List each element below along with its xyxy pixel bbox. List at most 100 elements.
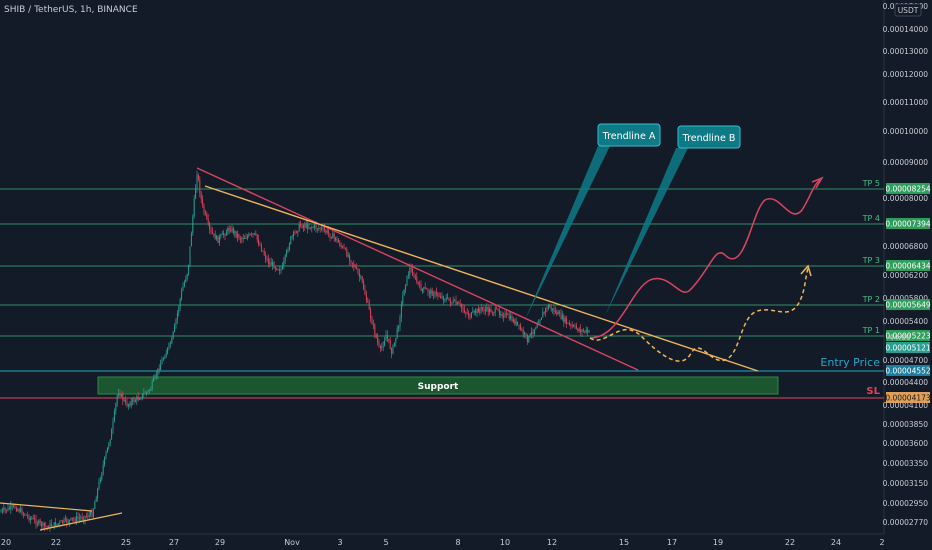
candle-body bbox=[465, 312, 467, 314]
candle-body bbox=[69, 519, 71, 523]
trendline-b-callout-pointer bbox=[605, 148, 688, 316]
candle-body bbox=[15, 508, 17, 511]
candle-body bbox=[547, 305, 549, 309]
candle-body bbox=[21, 508, 23, 515]
candle-body bbox=[489, 308, 491, 313]
candle-body bbox=[189, 246, 191, 265]
candle-body bbox=[479, 309, 481, 313]
candle-body bbox=[402, 295, 404, 304]
candle-body bbox=[379, 346, 381, 348]
candle-body bbox=[308, 227, 310, 229]
candle-body bbox=[31, 518, 33, 520]
candle-body bbox=[462, 307, 464, 310]
candle-body bbox=[578, 329, 580, 331]
candle-body bbox=[484, 309, 486, 312]
candle-body bbox=[209, 222, 211, 230]
current-price-tag bbox=[886, 342, 930, 353]
candle-body bbox=[440, 296, 442, 298]
candle-body bbox=[200, 192, 202, 200]
candle-body bbox=[162, 358, 164, 360]
candle-body bbox=[406, 275, 408, 286]
candle-body bbox=[154, 375, 156, 379]
candle-body bbox=[221, 233, 223, 235]
x-tick-label: 5 bbox=[383, 538, 388, 547]
level-price-tag-label: 0.00006434 bbox=[885, 262, 931, 271]
trendline-a-line bbox=[196, 167, 639, 371]
x-tick-label: 19 bbox=[713, 538, 723, 547]
currency-label-box bbox=[894, 3, 922, 17]
candle-body bbox=[391, 348, 393, 354]
support-zone-rect bbox=[97, 376, 779, 395]
candle-body bbox=[146, 392, 148, 394]
candle-body bbox=[176, 312, 178, 320]
candle-body bbox=[482, 307, 484, 310]
candle-body bbox=[238, 234, 240, 239]
candle-body bbox=[398, 326, 400, 329]
candle-body bbox=[130, 401, 132, 406]
candle-body bbox=[487, 307, 489, 313]
candle-body bbox=[45, 526, 47, 528]
candle-body bbox=[3, 508, 5, 510]
candle-body bbox=[522, 329, 524, 335]
candle-body bbox=[113, 411, 115, 422]
candle-body bbox=[38, 520, 40, 524]
candle-body bbox=[461, 304, 463, 308]
candle-body bbox=[218, 236, 220, 243]
x-tick-label: 10 bbox=[500, 538, 510, 547]
candle-body bbox=[454, 300, 456, 302]
candle-body bbox=[28, 515, 30, 520]
candle-body bbox=[155, 375, 157, 376]
candle-body bbox=[561, 315, 563, 320]
candle-body bbox=[253, 233, 255, 235]
candle-body bbox=[111, 429, 113, 440]
candle-body bbox=[559, 312, 561, 313]
support-zone: Support bbox=[97, 376, 779, 395]
candle-body bbox=[76, 516, 78, 522]
candle-body bbox=[371, 317, 373, 325]
candle-body bbox=[42, 522, 44, 527]
candle-body bbox=[554, 311, 556, 313]
candle-body bbox=[524, 332, 526, 335]
y-tick-label: 0.00012000 bbox=[883, 70, 929, 79]
candle-body bbox=[74, 519, 76, 522]
candle-body bbox=[258, 239, 260, 245]
candle-body bbox=[235, 231, 237, 237]
candle-body bbox=[469, 315, 471, 318]
candle-body bbox=[375, 334, 377, 338]
candle-body bbox=[584, 330, 586, 333]
candle-body bbox=[108, 444, 110, 448]
candle-body bbox=[473, 310, 475, 312]
candle-body bbox=[167, 347, 169, 354]
candle-body bbox=[442, 296, 444, 301]
candle-body bbox=[277, 269, 279, 271]
candle-body bbox=[168, 343, 170, 348]
x-tick-label: Nov bbox=[284, 538, 300, 547]
candle-body bbox=[573, 325, 575, 327]
candle-body bbox=[587, 329, 589, 333]
candle-body bbox=[309, 227, 311, 229]
candle-body bbox=[227, 227, 229, 233]
candle-body bbox=[577, 328, 579, 331]
candle-body bbox=[452, 300, 454, 303]
candle-body bbox=[392, 345, 394, 354]
candle-body bbox=[91, 511, 93, 517]
candle-body bbox=[507, 313, 509, 315]
x-tick-label: 22 bbox=[785, 538, 795, 547]
candle-body bbox=[175, 319, 177, 325]
level-price-tag bbox=[886, 330, 930, 341]
candle-body bbox=[529, 333, 531, 337]
candle-body bbox=[500, 314, 502, 315]
candle-body bbox=[363, 281, 365, 290]
candle-body bbox=[585, 329, 587, 333]
candle-body bbox=[410, 267, 412, 269]
candle-body bbox=[459, 303, 461, 305]
y-tick-label: 0.00005400 bbox=[883, 317, 929, 326]
candle-body bbox=[109, 439, 111, 445]
candle-body bbox=[266, 258, 268, 260]
candle-body bbox=[95, 498, 97, 502]
candle-body bbox=[568, 322, 570, 325]
time-axis[interactable]: 20 22 25 27 29 Nov 3 5 8 10 12 15 17 19 22 24 2 bbox=[1, 538, 885, 547]
y-tick-label: 0.00003850 bbox=[883, 420, 929, 429]
y-tick-label: 0.00002950 bbox=[883, 499, 929, 508]
